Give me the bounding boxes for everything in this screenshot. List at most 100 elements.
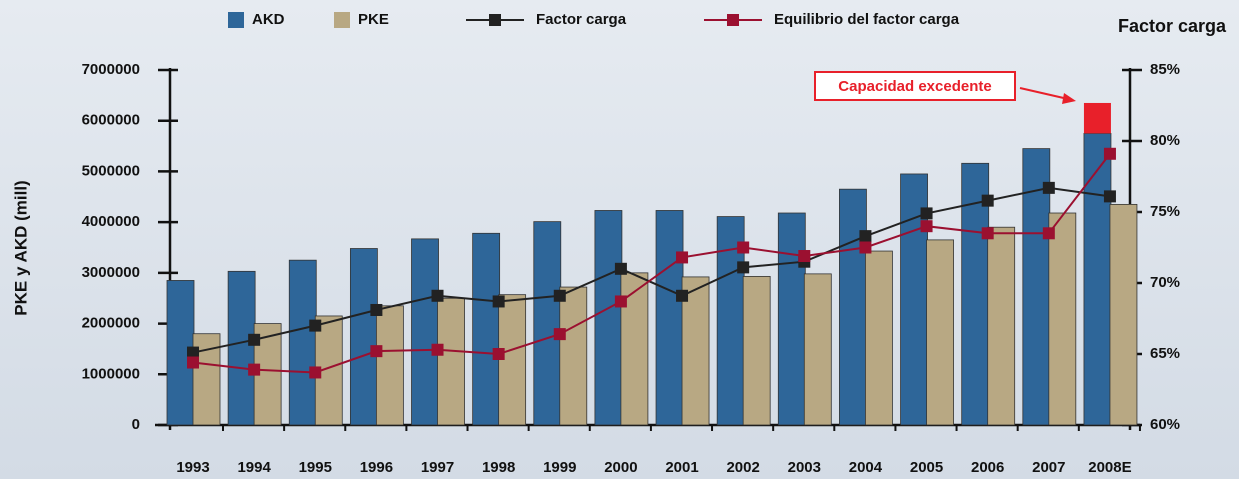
marker [187, 356, 199, 369]
marker [859, 241, 872, 254]
x-tick-label: 1996 [360, 459, 393, 476]
marker [920, 207, 933, 220]
x-tick-label: 2008E [1088, 459, 1131, 476]
marker [614, 262, 627, 275]
bar [742, 276, 771, 426]
marker [309, 319, 322, 332]
x-tick-label: 2000 [604, 459, 637, 476]
y-tick-label: 0 [132, 416, 140, 433]
bar [437, 297, 465, 426]
annotation-arrow [1019, 87, 1069, 100]
x-tick-label: 1993 [176, 459, 209, 476]
y2-tick-label: 85% [1150, 61, 1180, 78]
legend-marker [489, 14, 501, 26]
bar [655, 210, 684, 426]
x-tick-label: 2007 [1032, 459, 1065, 476]
y2-tick-label: 65% [1150, 345, 1180, 362]
bar [839, 188, 867, 426]
marker [309, 366, 322, 379]
marker [1042, 181, 1055, 194]
marker [859, 230, 872, 243]
marker [920, 220, 933, 233]
excess-capacity [1083, 102, 1111, 134]
marker [492, 295, 505, 308]
x-tick-label: 2006 [971, 459, 1004, 476]
y2-tick-label: 80% [1150, 132, 1180, 149]
bar [227, 270, 256, 426]
bar [987, 226, 1016, 426]
marker [1103, 190, 1116, 203]
legend-swatch [334, 12, 350, 28]
y-tick-label: 5000000 [82, 162, 140, 179]
bar [1022, 148, 1051, 426]
marker [248, 333, 261, 346]
x-tick-label: 2005 [910, 459, 943, 476]
bar [1109, 203, 1138, 426]
marker [187, 346, 199, 359]
bar [533, 221, 562, 426]
x-tick-label: 2004 [849, 459, 883, 476]
x-tick-label: 1999 [543, 459, 576, 476]
legend-label: PKE [358, 11, 389, 28]
marker [370, 303, 383, 316]
bar [594, 210, 623, 426]
bar [961, 162, 990, 426]
y-tick-label: 6000000 [82, 112, 140, 129]
line [192, 186, 1111, 354]
marker [737, 261, 750, 274]
y2-tick-label: 60% [1150, 416, 1180, 433]
legend-marker [727, 14, 739, 26]
line [192, 153, 1111, 374]
bar [865, 250, 893, 426]
marker [798, 250, 811, 263]
bar [559, 286, 588, 426]
bar [926, 239, 954, 426]
legend-swatch [228, 12, 244, 28]
y2-tick-label: 75% [1150, 203, 1180, 220]
y-tick-label: 7000000 [82, 61, 140, 78]
x-tick-label: 2002 [726, 459, 759, 476]
marker [431, 343, 444, 356]
legend-label: AKD [252, 11, 285, 28]
bar [349, 248, 378, 426]
marker [676, 289, 689, 302]
marker [737, 241, 750, 254]
marker [553, 328, 566, 341]
legend-label: Equilibrio del factor carga [774, 11, 960, 28]
marker [553, 289, 566, 302]
annotation-text: Capacidad excedente [838, 78, 991, 95]
y-tick-label: 4000000 [82, 213, 140, 230]
y-tick-label: 3000000 [82, 264, 140, 281]
bar [1048, 212, 1077, 426]
y-axis-title: PKE y AKD (mill) [11, 180, 30, 315]
marker [676, 251, 689, 264]
x-tick-label: 2003 [788, 459, 821, 476]
marker [431, 289, 444, 302]
marker [248, 363, 261, 376]
x-tick-label: 1994 [237, 459, 271, 476]
marker [1042, 227, 1055, 240]
x-tick-label: 1997 [421, 459, 454, 476]
marker [1103, 147, 1116, 160]
marker [981, 227, 994, 240]
marker [492, 348, 505, 360]
marker [370, 345, 383, 358]
y-tick-label: 2000000 [82, 315, 140, 332]
bar [803, 273, 832, 426]
bar [375, 305, 404, 426]
legend-label: Factor carga [536, 11, 627, 28]
bar [288, 259, 317, 426]
x-tick-label: 1995 [299, 459, 332, 476]
marker [981, 194, 994, 207]
x-tick-label: 1998 [482, 459, 515, 476]
annotation-box [814, 71, 1016, 101]
bar [472, 232, 501, 426]
bar [1083, 132, 1112, 426]
y-tick-label: 1000000 [82, 365, 140, 382]
y2-tick-label: 70% [1150, 274, 1180, 291]
y2-axis-title: Factor carga [1118, 16, 1227, 36]
annotation-arrowhead [1062, 93, 1076, 104]
x-tick-label: 2001 [665, 459, 698, 476]
bar [777, 212, 806, 426]
